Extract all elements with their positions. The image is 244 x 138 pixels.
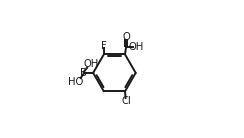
Text: B: B (80, 68, 87, 78)
Text: HO: HO (68, 77, 84, 87)
Text: O: O (122, 32, 130, 42)
Text: OH: OH (129, 42, 144, 51)
Text: OH: OH (83, 59, 99, 69)
Text: Cl: Cl (121, 95, 131, 106)
Text: F: F (101, 41, 107, 51)
